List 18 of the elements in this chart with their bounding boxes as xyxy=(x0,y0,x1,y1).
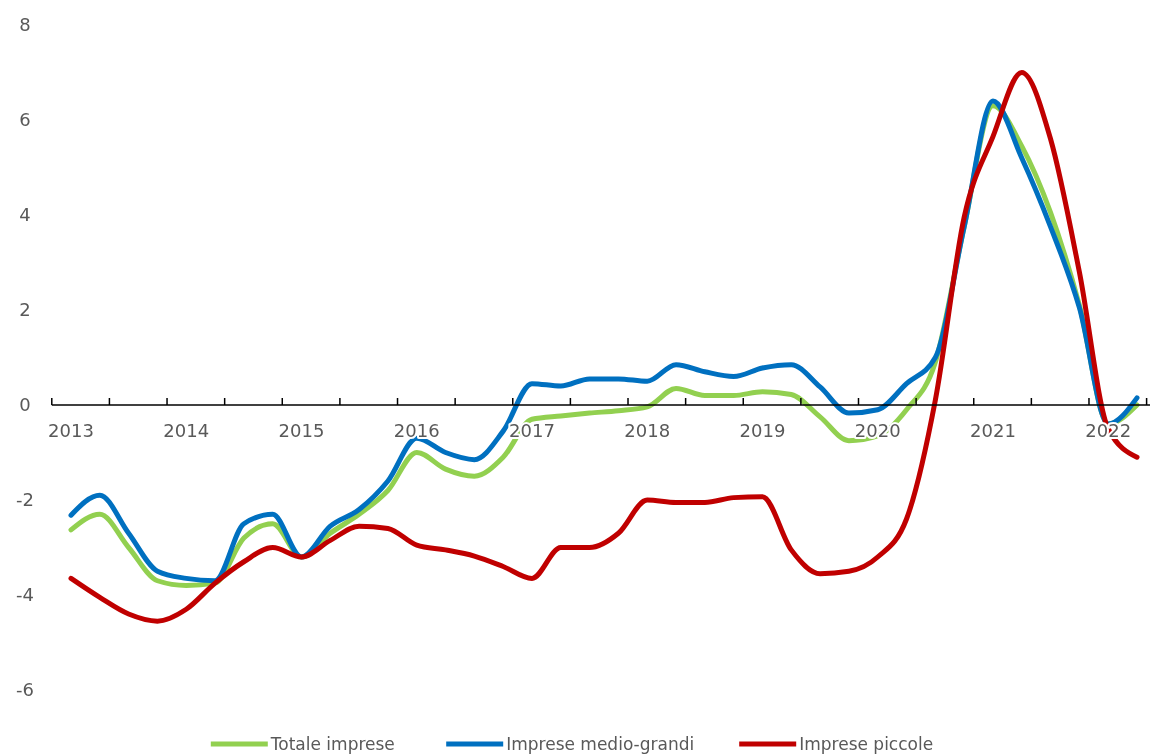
y-tick-label: -4 xyxy=(16,584,34,606)
legend-label: Totale imprese xyxy=(269,733,395,754)
y-tick-label: -6 xyxy=(16,679,34,701)
x-tick-label: 2018 xyxy=(624,420,671,441)
y-tick-label: 2 xyxy=(19,299,31,321)
x-tick-label: 2021 xyxy=(970,420,1016,441)
y-tick-label: 8 xyxy=(19,14,31,36)
x-tick-label: 2015 xyxy=(278,420,325,441)
x-tick-label: 2014 xyxy=(163,420,210,441)
x-tick-label: 2016 xyxy=(393,420,440,441)
legend-label: Imprese medio-grandi xyxy=(506,733,695,754)
y-tick-label: 0 xyxy=(19,394,31,416)
y-tick-label: -2 xyxy=(16,489,34,511)
y-tick-label: 4 xyxy=(19,204,31,226)
x-tick-label: 2013 xyxy=(48,420,94,441)
legend-label: Imprese piccole xyxy=(799,733,934,754)
y-tick-label: 6 xyxy=(19,109,31,131)
x-tick-label: 2019 xyxy=(739,420,786,441)
